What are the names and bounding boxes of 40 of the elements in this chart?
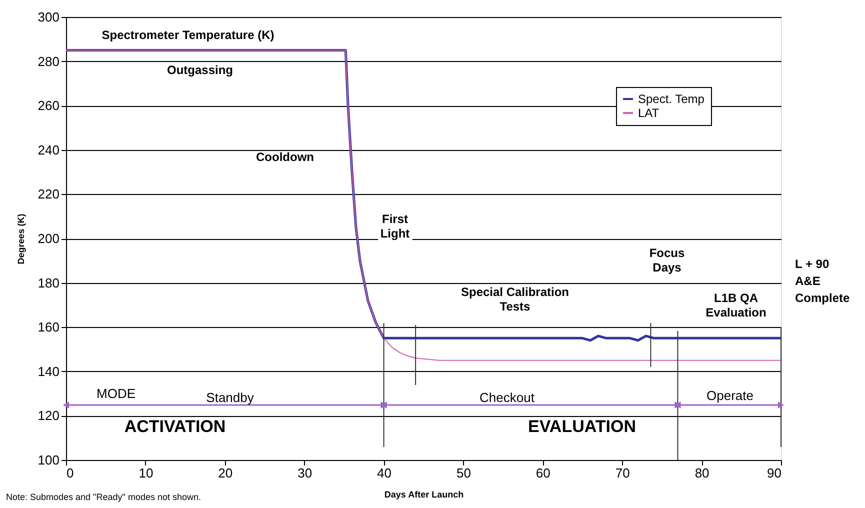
y-tick-label: 220 — [38, 186, 60, 202]
annotation: Spectrometer Temperature (K) — [102, 28, 274, 42]
y-tick-label: 240 — [38, 142, 60, 158]
y-tick-label: 140 — [38, 364, 60, 379]
x-tick-label: 20 — [218, 466, 233, 480]
text: L + 90 A&E Complete — [795, 257, 850, 305]
annotation: MODE — [96, 386, 136, 401]
annotation: ACTIVATION — [124, 417, 226, 436]
annotation: Outgassing — [166, 63, 234, 77]
y-axis-title: Degrees (K) — [16, 214, 26, 264]
text: Note: Submodes and "Ready" modes not shown. — [6, 492, 202, 502]
annotation: Checkout — [480, 390, 535, 405]
x-tick-label: 80 — [694, 466, 710, 480]
x-tick-label: 40 — [377, 466, 392, 480]
annotation: Special Calibration Tests — [460, 285, 570, 314]
annotation: First Light — [380, 212, 410, 240]
y-tick-label: 180 — [38, 275, 60, 290]
x-tick-label: 50 — [456, 466, 471, 480]
annotation: Operate — [706, 388, 754, 403]
y-tick-label: 120 — [38, 408, 60, 424]
y-tick-label: 160 — [38, 320, 60, 335]
x-axis-title: Days After Launch — [384, 490, 464, 500]
annotation: EVALUATION — [528, 417, 636, 436]
x-tick-label: 60 — [536, 466, 550, 480]
legend-label: Spect. Temp — [638, 92, 705, 106]
y-tick-label: 100 — [38, 452, 60, 468]
x-tick-label: 90 — [767, 466, 782, 480]
x-tick-label: 0 — [66, 466, 74, 480]
annotation: Cooldown — [256, 150, 314, 164]
annotation: L1B QA Evaluation — [706, 291, 766, 320]
y-tick-label: 300 — [38, 10, 60, 24]
y-tick-label: 200 — [38, 231, 60, 246]
annotation: Focus Days — [649, 246, 685, 274]
x-tick-label: 10 — [138, 466, 154, 480]
x-tick-label: 70 — [615, 466, 630, 480]
legend-label: LAT — [638, 106, 660, 120]
annotation: Standby — [206, 390, 254, 405]
y-tick-label: 280 — [38, 54, 60, 69]
x-tick-label: 30 — [298, 466, 312, 480]
y-tick-label: 260 — [38, 98, 60, 114]
